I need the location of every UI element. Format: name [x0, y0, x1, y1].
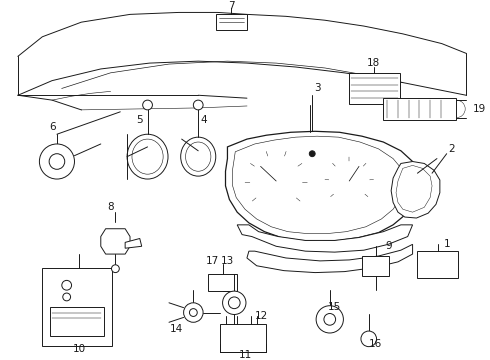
Circle shape — [309, 151, 315, 157]
Text: 15: 15 — [328, 302, 341, 312]
Circle shape — [62, 280, 72, 290]
Bar — [50, 307, 104, 336]
Text: 19: 19 — [473, 104, 486, 114]
Bar — [362, 256, 389, 275]
Circle shape — [324, 314, 336, 325]
Circle shape — [63, 293, 71, 301]
Circle shape — [49, 154, 65, 169]
Text: 7: 7 — [228, 1, 235, 10]
Bar — [349, 73, 400, 104]
Text: 8: 8 — [107, 202, 114, 212]
Text: 11: 11 — [238, 350, 252, 360]
Text: 9: 9 — [385, 241, 392, 251]
Circle shape — [361, 331, 376, 347]
Text: 2: 2 — [448, 144, 455, 154]
Bar — [220, 324, 267, 351]
Text: 5: 5 — [136, 114, 143, 125]
Polygon shape — [125, 238, 142, 248]
Text: 12: 12 — [255, 311, 268, 321]
Circle shape — [39, 144, 74, 179]
Circle shape — [194, 100, 203, 110]
Polygon shape — [101, 229, 130, 254]
Circle shape — [143, 100, 152, 110]
Text: 4: 4 — [201, 114, 207, 125]
Text: 6: 6 — [49, 122, 55, 132]
Circle shape — [190, 309, 197, 316]
Text: 14: 14 — [170, 324, 183, 334]
Bar — [42, 268, 113, 346]
Text: 3: 3 — [314, 84, 320, 94]
Circle shape — [228, 297, 240, 309]
Bar — [383, 98, 456, 120]
Text: 16: 16 — [369, 339, 382, 349]
Polygon shape — [247, 244, 413, 273]
Text: 17: 17 — [206, 256, 220, 266]
Bar — [208, 274, 237, 291]
Circle shape — [316, 306, 343, 333]
Polygon shape — [391, 162, 440, 218]
Polygon shape — [225, 131, 417, 242]
Circle shape — [184, 303, 203, 322]
Polygon shape — [237, 225, 413, 252]
Bar — [216, 14, 247, 30]
Text: 13: 13 — [221, 256, 234, 266]
Bar — [417, 251, 458, 278]
Polygon shape — [396, 165, 432, 212]
Text: 1: 1 — [443, 239, 450, 249]
Polygon shape — [232, 136, 405, 234]
Text: 10: 10 — [73, 343, 86, 354]
Text: 18: 18 — [367, 58, 380, 68]
Circle shape — [222, 291, 246, 315]
Circle shape — [112, 265, 119, 273]
